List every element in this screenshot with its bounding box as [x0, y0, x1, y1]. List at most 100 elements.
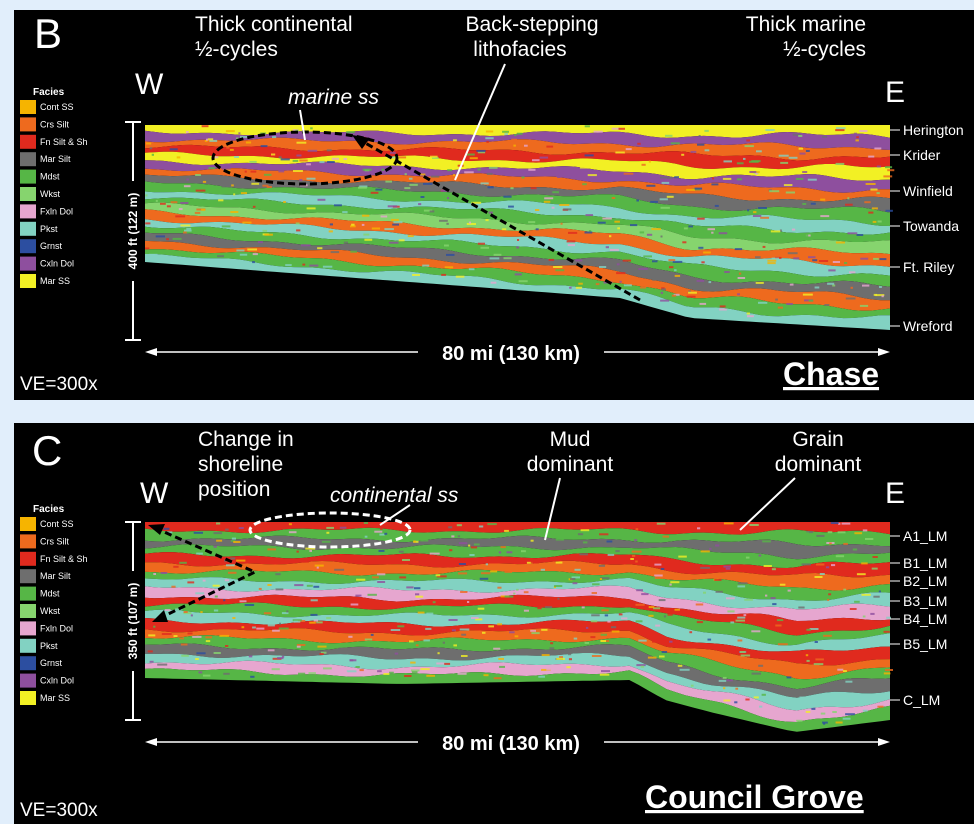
facies-speckle [399, 551, 404, 553]
facies-speckle [436, 574, 441, 576]
facies-speckle [399, 156, 406, 158]
facies-speckle [618, 212, 624, 214]
facies-speckle [238, 132, 240, 134]
facies-speckle [505, 596, 514, 598]
facies-speckle [575, 569, 581, 571]
facies-speckle [341, 661, 345, 663]
facies-speckle [709, 548, 711, 550]
facies-speckle [516, 589, 518, 591]
facies-speckle [319, 161, 324, 163]
facies-speckle [848, 232, 858, 234]
facies-speckle [601, 609, 608, 611]
facies-speckle [481, 572, 490, 574]
facies-speckle [250, 676, 254, 678]
facies-speckle [585, 154, 594, 156]
facies-speckle [245, 604, 254, 606]
facies-speckle [601, 634, 607, 636]
facies-speckle [262, 185, 268, 187]
facies-speckle [578, 533, 583, 535]
legend-label: Cont SS [40, 102, 74, 112]
facies-speckle [630, 224, 637, 226]
facies-speckle [149, 254, 157, 256]
facies-speckle [179, 208, 183, 210]
facies-speckle [500, 647, 504, 649]
facies-speckle [422, 265, 429, 267]
facies-speckle [430, 553, 440, 555]
facies-speckle [681, 154, 684, 156]
facies-speckle [236, 153, 242, 155]
facies-speckle [347, 670, 357, 672]
facies-speckle [807, 660, 810, 662]
facies-speckle [596, 283, 600, 285]
legend-label: Crs Silt [40, 536, 69, 546]
facies-speckle [489, 212, 493, 214]
facies-speckle [309, 550, 312, 552]
facies-speckle [226, 564, 235, 566]
facies-speckle [474, 544, 480, 546]
facies-speckle [236, 250, 244, 252]
facies-speckle [736, 710, 739, 712]
facies-speckle [288, 190, 295, 192]
facies-speckle [251, 171, 257, 173]
facies-speckle [410, 662, 415, 664]
facies-speckle [164, 528, 170, 530]
facies-speckle [655, 625, 660, 627]
facies-speckle [580, 167, 590, 169]
facies-speckle [264, 612, 271, 614]
facies-speckle [195, 658, 199, 660]
facies-speckle [372, 228, 380, 230]
facies-speckle [805, 235, 808, 237]
facies-speckle [509, 631, 514, 633]
facies-speckle [225, 529, 229, 531]
facies-speckle [723, 700, 730, 702]
facies-speckle [708, 639, 712, 641]
facies-speckle [206, 640, 210, 642]
facies-speckle [174, 534, 181, 536]
facies-speckle [279, 628, 289, 630]
facies-speckle [557, 598, 559, 600]
facies-speckle [599, 533, 608, 535]
legend-label: Fxln Dol [40, 206, 73, 216]
facies-speckle [727, 610, 734, 612]
facies-speckle [638, 268, 647, 270]
facies-speckle [192, 636, 201, 638]
facies-speckle [228, 572, 237, 574]
facies-speckle [602, 218, 612, 220]
east-label: E [885, 477, 905, 510]
facies-speckle [524, 145, 528, 147]
facies-speckle [772, 258, 779, 260]
facies-speckle [511, 139, 517, 141]
facies-speckle [484, 674, 489, 676]
facies-speckle [796, 178, 804, 180]
facies-speckle [746, 140, 750, 142]
facies-speckle [531, 540, 534, 542]
facies-speckle [416, 596, 424, 598]
facies-speckle [166, 238, 169, 240]
annotation: dominant [527, 453, 614, 476]
facies-speckle [856, 139, 859, 141]
facies-speckle [214, 546, 217, 548]
facies-speckle [847, 701, 856, 703]
facies-speckle [310, 614, 317, 616]
facies-speckle [213, 585, 220, 587]
facies-speckle [669, 641, 672, 643]
facies-speckle [726, 597, 735, 599]
facies-speckle [586, 627, 588, 629]
facies-speckle [226, 147, 229, 149]
facies-speckle [745, 699, 749, 701]
facies-speckle [516, 130, 519, 132]
facies-speckle [626, 148, 632, 150]
facies-speckle [771, 597, 776, 599]
facies-speckle [806, 711, 811, 713]
facies-speckle [811, 203, 816, 205]
facies-speckle [546, 669, 554, 671]
facies-speckle [879, 591, 881, 593]
facies-speckle [531, 632, 539, 634]
west-label: W [140, 477, 169, 510]
annotation: lithofacies [473, 38, 566, 61]
facies-speckle [777, 619, 783, 621]
facies-speckle [453, 644, 457, 646]
facies-speckle [494, 677, 502, 679]
facies-speckle [659, 599, 666, 601]
facies-speckle [878, 221, 882, 223]
